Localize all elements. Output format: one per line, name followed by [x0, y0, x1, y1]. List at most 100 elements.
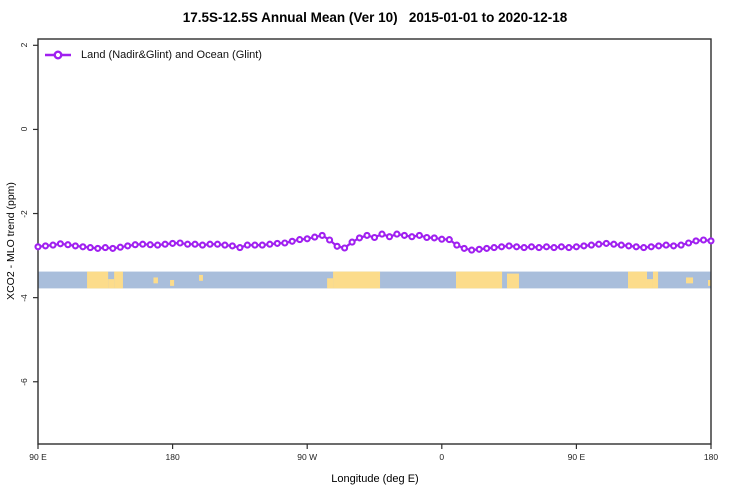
- data-point-marker: [655, 242, 663, 250]
- data-point-marker: [438, 235, 446, 243]
- data-point-marker: [460, 244, 468, 252]
- data-point-marker: [632, 243, 640, 251]
- land-patch: [114, 271, 123, 289]
- data-point-marker: [468, 246, 476, 254]
- data-point-marker: [318, 231, 326, 239]
- data-point-marker: [86, 244, 94, 252]
- data-point-marker: [535, 244, 543, 252]
- data-point-marker: [94, 244, 102, 252]
- data-point-marker: [243, 241, 251, 249]
- data-point-marker: [550, 244, 558, 252]
- data-point-marker: [602, 239, 610, 247]
- x-tick-label: 180: [703, 452, 719, 462]
- data-point-marker: [453, 241, 461, 249]
- data-point-marker: [124, 242, 132, 250]
- land-patch: [199, 274, 203, 281]
- data-point-marker: [326, 236, 334, 244]
- x-tick-label: 90 W: [297, 452, 318, 462]
- data-point-marker: [542, 243, 551, 251]
- y-tick-label: -2: [19, 209, 29, 218]
- data-point-marker: [557, 243, 565, 251]
- land-patch: [627, 271, 647, 289]
- data-point-marker: [34, 243, 42, 251]
- data-point-marker: [131, 241, 139, 249]
- y-axis-label: XCO2 - MLO trend (ppm): [5, 182, 17, 300]
- data-point-marker: [251, 241, 259, 249]
- data-point-marker: [154, 241, 162, 249]
- land-patch: [327, 278, 334, 289]
- data-point-marker: [161, 240, 169, 248]
- data-point-marker: [587, 241, 595, 249]
- data-point-marker: [498, 243, 506, 251]
- data-point-marker: [71, 242, 79, 250]
- legend-label: Land (Nadir&Glint) and Ocean (Glint): [81, 49, 262, 61]
- data-point-marker: [184, 240, 192, 248]
- data-point-marker: [355, 234, 364, 242]
- land-patch: [708, 279, 711, 286]
- data-point-marker: [258, 241, 266, 249]
- data-point-marker: [692, 237, 700, 245]
- data-point-marker: [64, 241, 72, 249]
- data-point-marker: [288, 237, 296, 245]
- land-patch: [153, 277, 158, 284]
- data-point-marker: [341, 244, 349, 252]
- data-point-marker: [483, 244, 491, 252]
- data-point-marker: [520, 244, 528, 252]
- data-point-marker: [378, 230, 386, 238]
- y-tick-label: -4: [19, 293, 29, 302]
- x-tick-label: 0: [439, 452, 445, 462]
- data-point-marker: [303, 235, 311, 243]
- data-point-marker: [677, 241, 685, 249]
- data-point-marker: [699, 236, 708, 244]
- land-patch: [87, 271, 109, 289]
- data-point-marker: [572, 243, 580, 251]
- legend: Land (Nadir&Glint) and Ocean (Glint): [44, 49, 262, 61]
- data-point-marker: [505, 242, 513, 250]
- data-point-marker: [311, 233, 319, 241]
- data-point-marker: [116, 243, 124, 251]
- x-tick-label: 90 E: [29, 452, 47, 462]
- data-point-marker: [296, 236, 304, 244]
- data-point-marker: [370, 233, 379, 242]
- y-tick-label: -6: [19, 377, 29, 386]
- data-point-marker: [513, 243, 521, 251]
- legend-marker-icon: [45, 50, 71, 60]
- x-tick-label: 180: [165, 452, 180, 462]
- y-tick-label: 0: [19, 127, 29, 132]
- land-patch: [170, 279, 175, 286]
- data-point-marker: [580, 242, 588, 250]
- data-point-marker: [281, 239, 289, 247]
- data-point-marker: [408, 233, 416, 241]
- data-point-marker: [430, 234, 438, 242]
- data-point-marker: [333, 242, 341, 250]
- data-point-marker: [169, 239, 177, 247]
- data-point-marker: [79, 243, 87, 251]
- data-point-marker: [640, 244, 648, 252]
- y-tick-label: 2: [19, 42, 29, 48]
- plot-frame: [37, 38, 712, 445]
- data-point-marker: [41, 242, 50, 250]
- data-point-marker: [662, 241, 670, 249]
- data-point-marker: [415, 231, 423, 239]
- data-point-marker: [393, 230, 401, 238]
- data-point-marker: [423, 233, 431, 242]
- data-point-marker: [670, 242, 678, 250]
- data-point-marker: [266, 240, 274, 248]
- data-point-marker: [363, 231, 371, 239]
- data-point-marker: [385, 233, 394, 241]
- data-point-marker: [191, 240, 199, 248]
- data-point-marker: [273, 239, 281, 247]
- data-point-marker: [206, 240, 214, 248]
- data-point-marker: [400, 231, 408, 239]
- land-patch: [507, 273, 519, 289]
- data-point-marker: [49, 241, 57, 249]
- data-point-marker: [527, 243, 536, 251]
- data-point-marker: [475, 245, 483, 253]
- data-point-marker: [236, 244, 244, 252]
- data-point-marker: [139, 240, 147, 248]
- land-patch: [108, 279, 115, 289]
- data-point-marker: [213, 240, 222, 248]
- land-patch: [333, 271, 381, 289]
- data-point-marker: [617, 241, 625, 249]
- data-point-marker: [565, 244, 573, 252]
